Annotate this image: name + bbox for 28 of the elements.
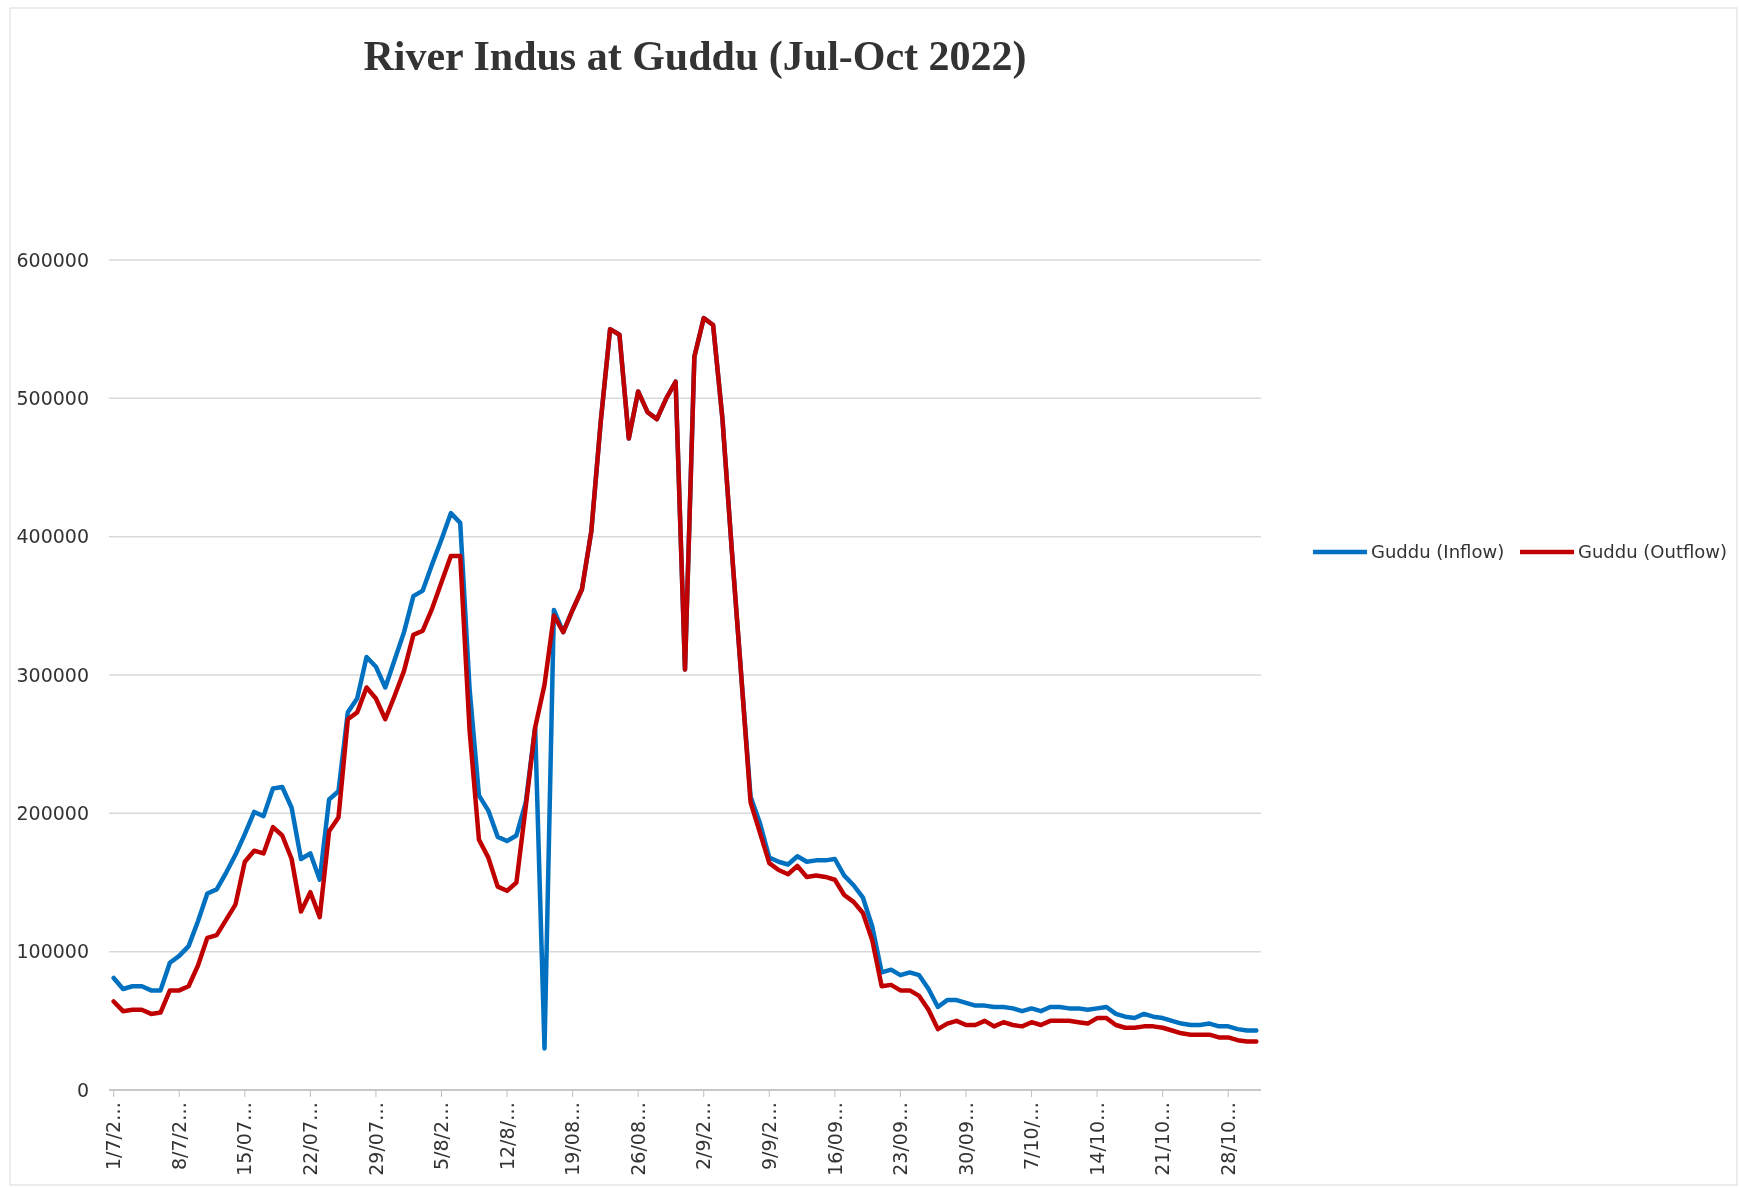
x-tick-label: 15/07… (233, 1102, 256, 1176)
x-tick-label: 7/10/… (1020, 1102, 1043, 1171)
y-tick-label: 400000 (16, 525, 89, 548)
x-tick-label: 23/09… (889, 1102, 912, 1176)
x-tick-label: 19/08… (561, 1102, 584, 1176)
x-tick-label: 30/09… (954, 1102, 977, 1176)
x-tick-label: 14/10… (1085, 1102, 1108, 1176)
x-tick-label: 29/07… (364, 1102, 387, 1176)
x-tick-label: 1/7/2… (102, 1102, 125, 1171)
x-tick-label: 12/8/… (495, 1102, 518, 1171)
legend-label: Guddu (Inflow) (1371, 541, 1505, 563)
chart-title: River Indus at Guddu (Jul-Oct 2022) (363, 33, 1027, 80)
x-tick-label: 26/08… (626, 1102, 649, 1176)
y-tick-label: 300000 (16, 663, 89, 686)
y-tick-label: 600000 (16, 248, 89, 271)
y-tick-label: 0 (76, 1078, 89, 1101)
x-tick-label: 21/10… (1151, 1102, 1174, 1176)
y-tick-label: 500000 (16, 386, 89, 409)
y-tick-label: 200000 (16, 801, 89, 824)
x-tick-label: 8/7/2… (167, 1102, 190, 1171)
x-tick-label: 22/07… (299, 1102, 322, 1176)
x-tick-label: 28/10… (1216, 1102, 1239, 1176)
x-tick-label: 2/9/2… (692, 1102, 715, 1171)
x-tick-label: 16/09… (823, 1102, 846, 1176)
x-tick-label: 9/9/2… (757, 1102, 780, 1171)
x-tick-label: 5/8/2… (430, 1102, 453, 1171)
y-tick-label: 100000 (16, 940, 89, 963)
legend-label: Guddu (Outflow) (1578, 541, 1728, 563)
